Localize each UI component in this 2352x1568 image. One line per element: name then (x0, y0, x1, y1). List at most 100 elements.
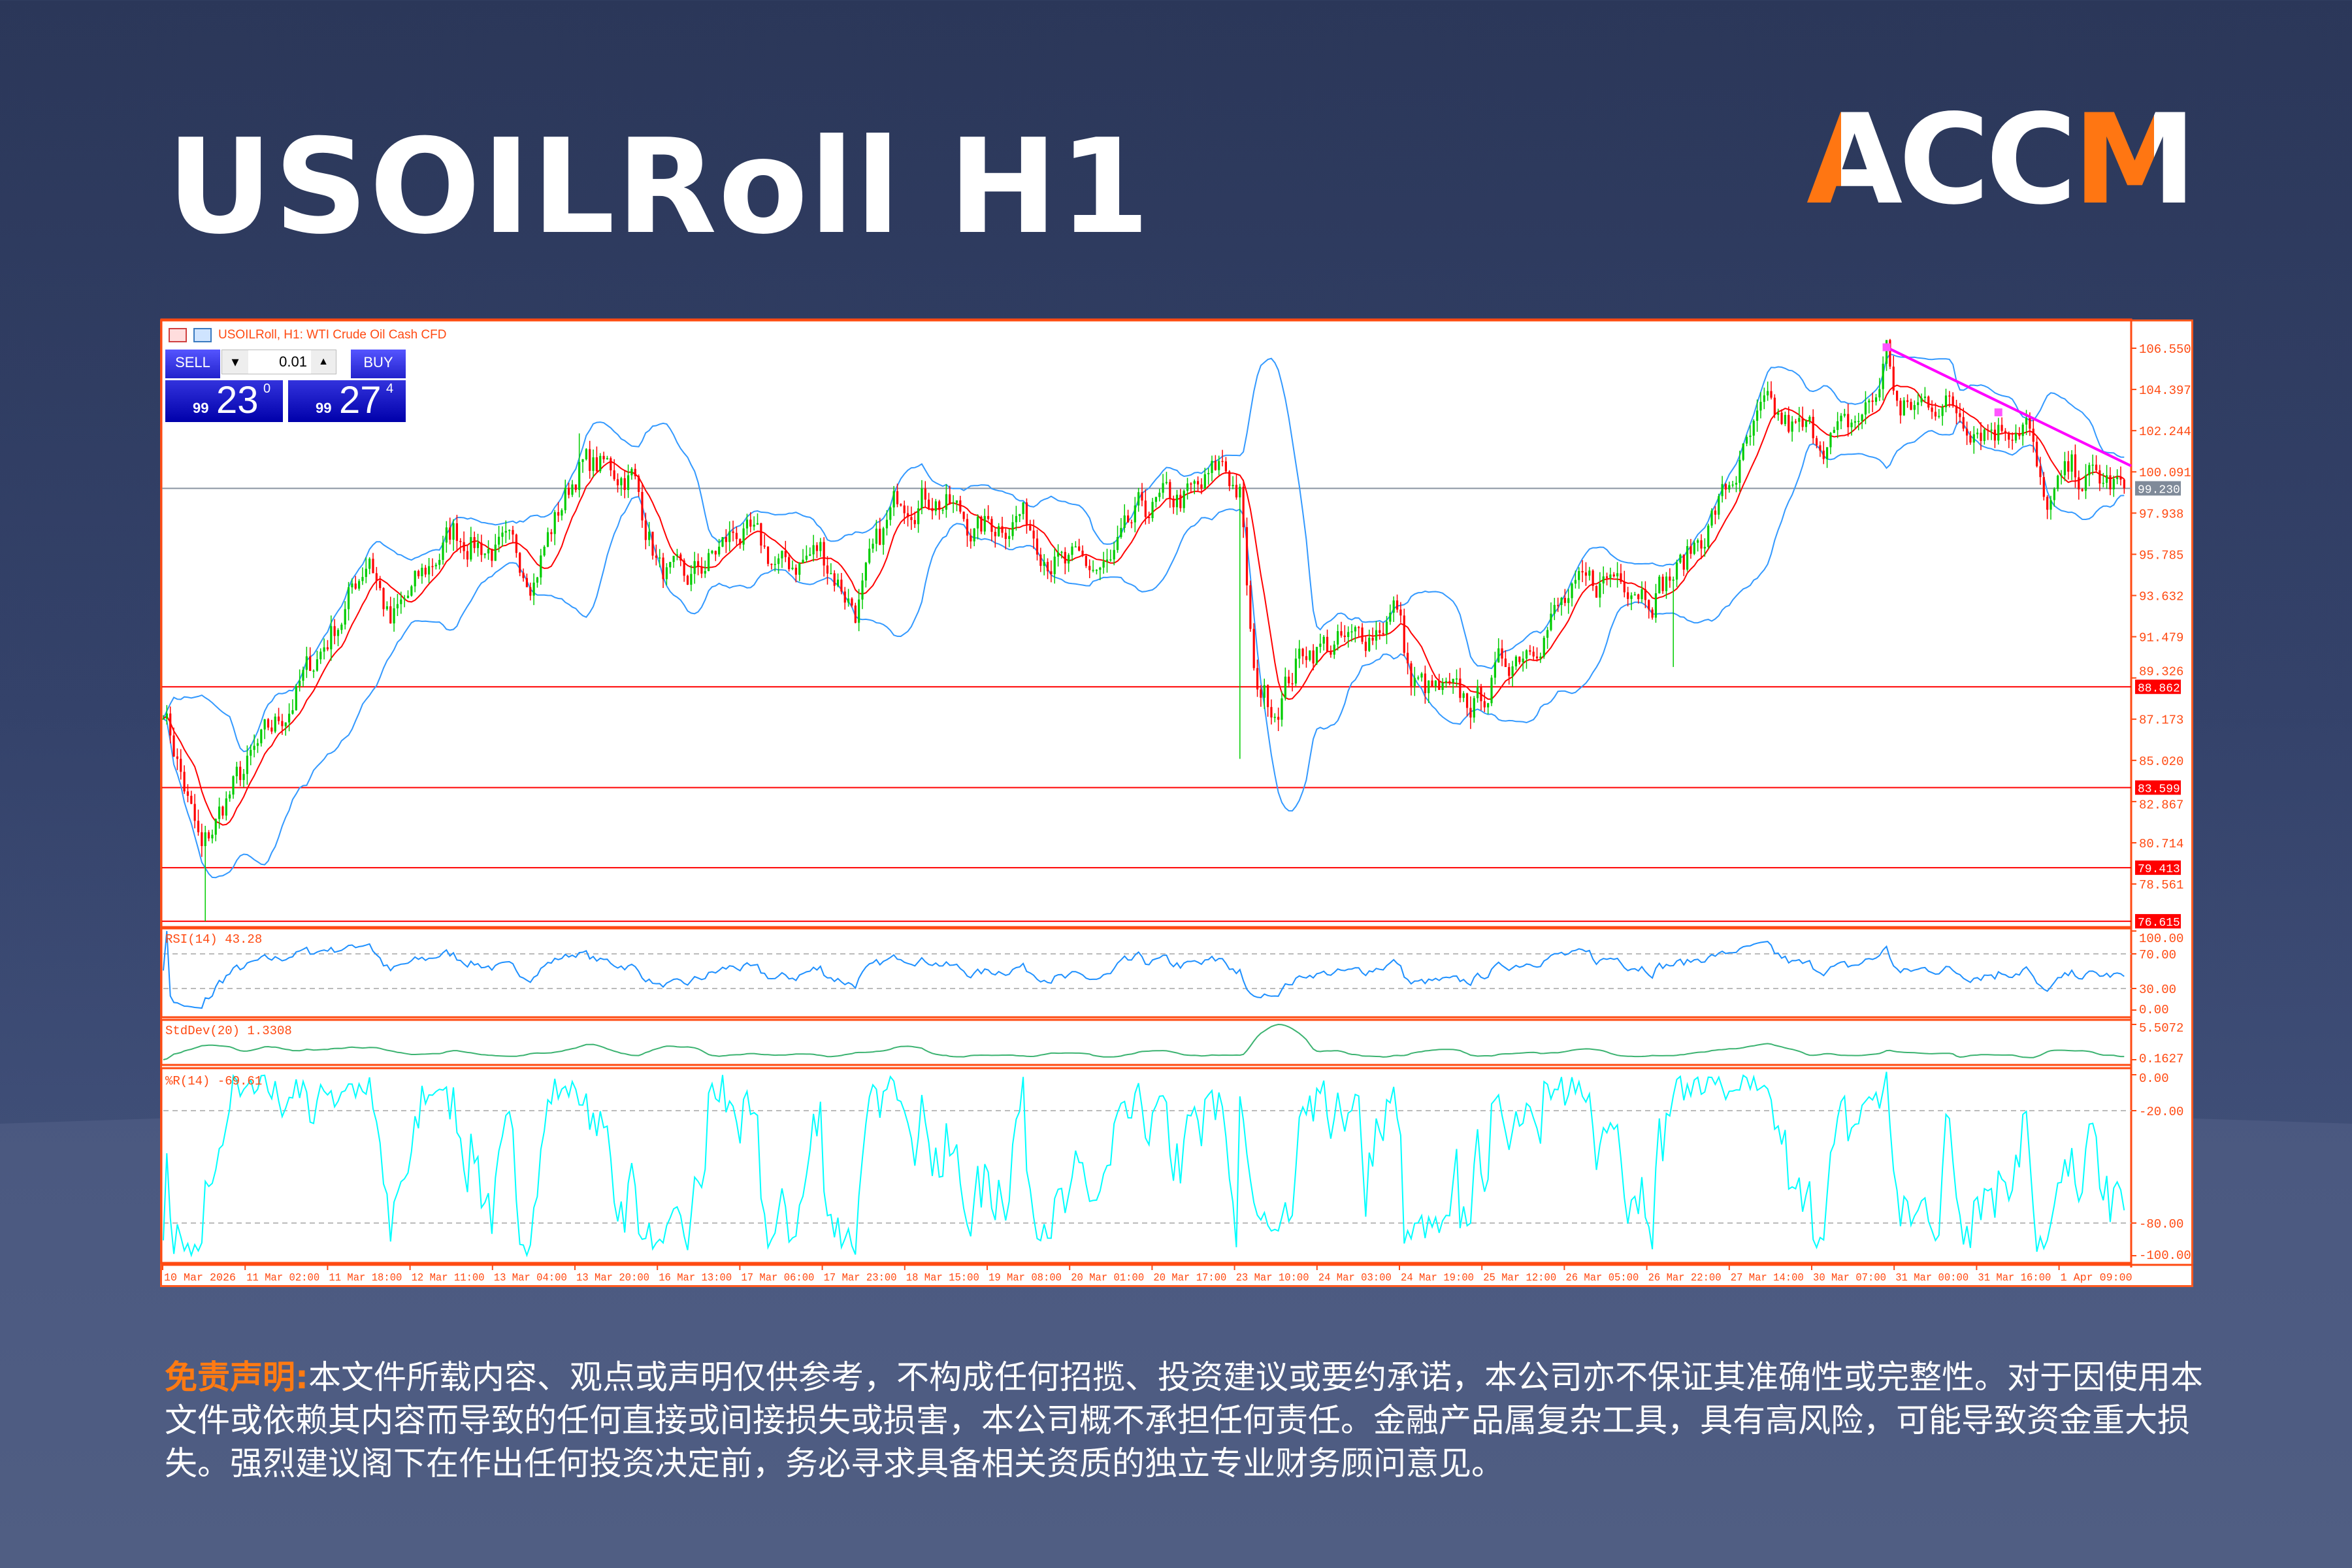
candle (253, 745, 255, 750)
williams-r-line (163, 1071, 2125, 1258)
buy-button[interactable]: BUY (351, 350, 406, 378)
x-tick-label: 11 Mar 18:00 (329, 1272, 402, 1284)
candle (361, 577, 364, 581)
candle (616, 479, 619, 485)
candle (1714, 510, 1716, 515)
x-tick-label: 30 Mar 07:00 (1813, 1272, 1886, 1284)
lot-input[interactable]: 0.01 (248, 350, 311, 374)
candle (424, 567, 427, 575)
candle (1123, 515, 1126, 528)
level-tag (2135, 860, 2181, 875)
y-tick-label: 30.00 (2139, 983, 2176, 997)
candle (1627, 592, 1629, 599)
x-tick-label: 26 Mar 05:00 (1565, 1272, 1639, 1284)
candle (1036, 538, 1039, 555)
candle (1759, 402, 1762, 411)
candle (585, 449, 587, 459)
candle (204, 832, 206, 847)
candle (568, 487, 570, 495)
candle (1413, 678, 1416, 687)
candle (1249, 585, 1252, 629)
candle (1228, 471, 1231, 486)
candle (1637, 594, 1640, 599)
y-tick-label: 5.5072 (2139, 1021, 2183, 1036)
candle (1944, 395, 1948, 408)
candle (2084, 475, 2087, 491)
candle (459, 540, 462, 542)
buy-price[interactable]: 99 27 4 (288, 379, 406, 422)
candle (1288, 676, 1290, 683)
candle (553, 512, 556, 534)
candle (1770, 391, 1772, 398)
candle (861, 580, 864, 600)
candle (176, 756, 178, 759)
chart-list-icon[interactable] (169, 328, 187, 342)
candle (704, 570, 706, 574)
level-tag (2135, 679, 2181, 694)
stddev-line (163, 1023, 2125, 1060)
save-icon[interactable] (193, 328, 212, 342)
candle (1592, 570, 1594, 586)
x-tick-label: 20 Mar 17:00 (1153, 1272, 1226, 1284)
candle (1777, 412, 1780, 415)
candle (201, 832, 203, 847)
candle (442, 542, 444, 561)
candle (1371, 638, 1374, 641)
x-tick-label: 31 Mar 00:00 (1895, 1272, 1968, 1284)
candle (739, 539, 742, 545)
candle (358, 581, 361, 589)
candle (1745, 436, 1748, 444)
candle (312, 670, 315, 672)
candle (1697, 540, 1699, 543)
candle (889, 507, 892, 520)
candle (470, 537, 472, 560)
candle (1109, 559, 1112, 561)
candle (1337, 631, 1339, 645)
candle (221, 806, 224, 816)
candle (1358, 627, 1360, 629)
sell-price[interactable]: 99 23 0 (165, 379, 283, 422)
candle (1452, 678, 1454, 683)
candle (892, 491, 895, 508)
candle (1557, 604, 1560, 606)
candle (1260, 689, 1262, 698)
candle (1305, 656, 1308, 661)
candle (753, 525, 755, 527)
candle (1312, 650, 1315, 664)
candle (1805, 421, 1808, 427)
candle (1752, 421, 1755, 436)
candle (1808, 416, 1811, 421)
pane-border-3 (160, 1067, 2132, 1264)
candle (708, 553, 710, 571)
candle (1854, 421, 1856, 423)
candle (1819, 445, 1821, 451)
candle (854, 605, 857, 623)
candle (781, 551, 783, 559)
candle (1350, 631, 1353, 632)
lot-decrease-icon[interactable]: ▾ (231, 353, 239, 370)
candle (1032, 531, 1035, 539)
candle (1211, 461, 1213, 473)
candle (1641, 589, 1643, 599)
candle (2018, 433, 2021, 436)
candle (389, 606, 392, 624)
y-tick-label: 78.561 (2139, 878, 2183, 892)
sell-button[interactable]: SELL (165, 350, 220, 378)
candle (2011, 439, 2014, 441)
x-tick-label: 17 Mar 06:00 (741, 1272, 814, 1284)
candle (1529, 650, 1531, 652)
lot-stepper[interactable]: ▾ 0.01 ▲ (221, 350, 336, 374)
candle (1892, 367, 1895, 391)
candle (1207, 472, 1210, 474)
candle (1535, 656, 1539, 659)
candle (1501, 648, 1503, 659)
candle (1368, 638, 1371, 651)
candle (847, 598, 850, 603)
lot-increase-icon[interactable]: ▲ (318, 356, 329, 367)
candle (1403, 615, 1405, 653)
candle (2119, 477, 2122, 480)
candle (372, 559, 374, 574)
candle (913, 519, 916, 525)
candle (2036, 442, 2038, 466)
